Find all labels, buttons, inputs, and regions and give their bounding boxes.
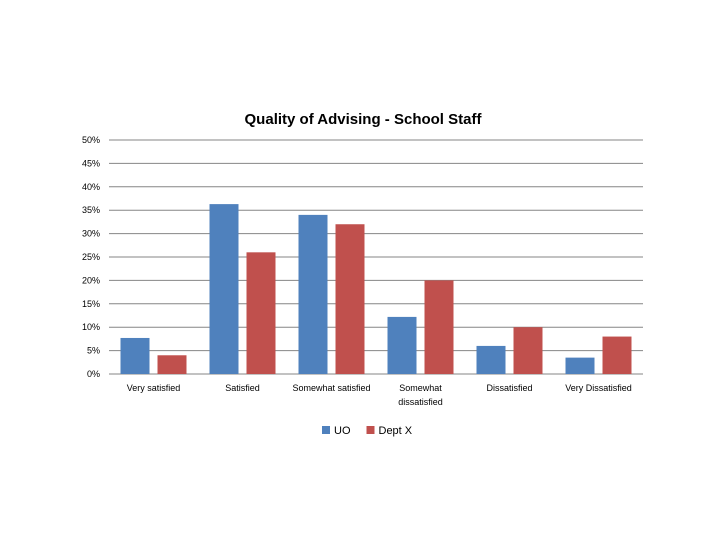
y-tick-label: 25% xyxy=(82,252,100,262)
bar-dept-x xyxy=(513,327,543,374)
x-category-label: Somewhat xyxy=(399,383,442,393)
x-category-label: Somewhat satisfied xyxy=(292,383,370,393)
bar-uo xyxy=(387,316,417,374)
bar-uo xyxy=(476,345,506,374)
y-tick-label: 35% xyxy=(82,205,100,215)
x-category-label: Very satisfied xyxy=(127,383,181,393)
x-axis-category-labels: Very satisfied Satisfied Somewhat satisfie… xyxy=(127,383,632,407)
legend-label: Dept X xyxy=(379,425,413,437)
legend: UO Dept X xyxy=(322,425,413,437)
x-category-label: dissatisfied xyxy=(398,397,443,407)
x-category-label: Very Dissatisfied xyxy=(565,383,632,393)
x-category-label: Satisfied xyxy=(225,383,260,393)
bar-dept-x xyxy=(424,280,454,374)
y-tick-label: 45% xyxy=(82,158,100,168)
legend-swatch xyxy=(322,426,330,434)
y-tick-label: 10% xyxy=(82,322,100,332)
bar-uo xyxy=(209,204,239,374)
bar-dept-x xyxy=(335,224,365,374)
y-tick-label: 50% xyxy=(82,135,100,145)
bar-uo xyxy=(120,337,150,374)
y-tick-label: 0% xyxy=(87,369,100,379)
y-tick-label: 15% xyxy=(82,299,100,309)
x-category-label: Dissatisfied xyxy=(486,383,532,393)
y-axis-tick-labels: 0% 5% 10% 15% 20% 25% 30% 35% 40% 45% 50% xyxy=(82,135,100,379)
bar-dept-x xyxy=(157,355,187,374)
bars xyxy=(120,204,632,374)
gridlines xyxy=(109,139,643,375)
y-tick-label: 40% xyxy=(82,182,100,192)
bar-dept-x xyxy=(246,252,276,374)
bar-uo xyxy=(298,214,328,374)
legend-label: UO xyxy=(334,425,351,437)
chart-title: Quality of Advising - School Staff xyxy=(245,111,483,128)
bar-dept-x xyxy=(602,336,632,374)
y-tick-label: 5% xyxy=(87,346,100,356)
bar-uo xyxy=(565,357,595,374)
legend-swatch xyxy=(366,426,375,434)
y-tick-label: 20% xyxy=(82,275,100,285)
y-tick-label: 30% xyxy=(82,229,100,239)
